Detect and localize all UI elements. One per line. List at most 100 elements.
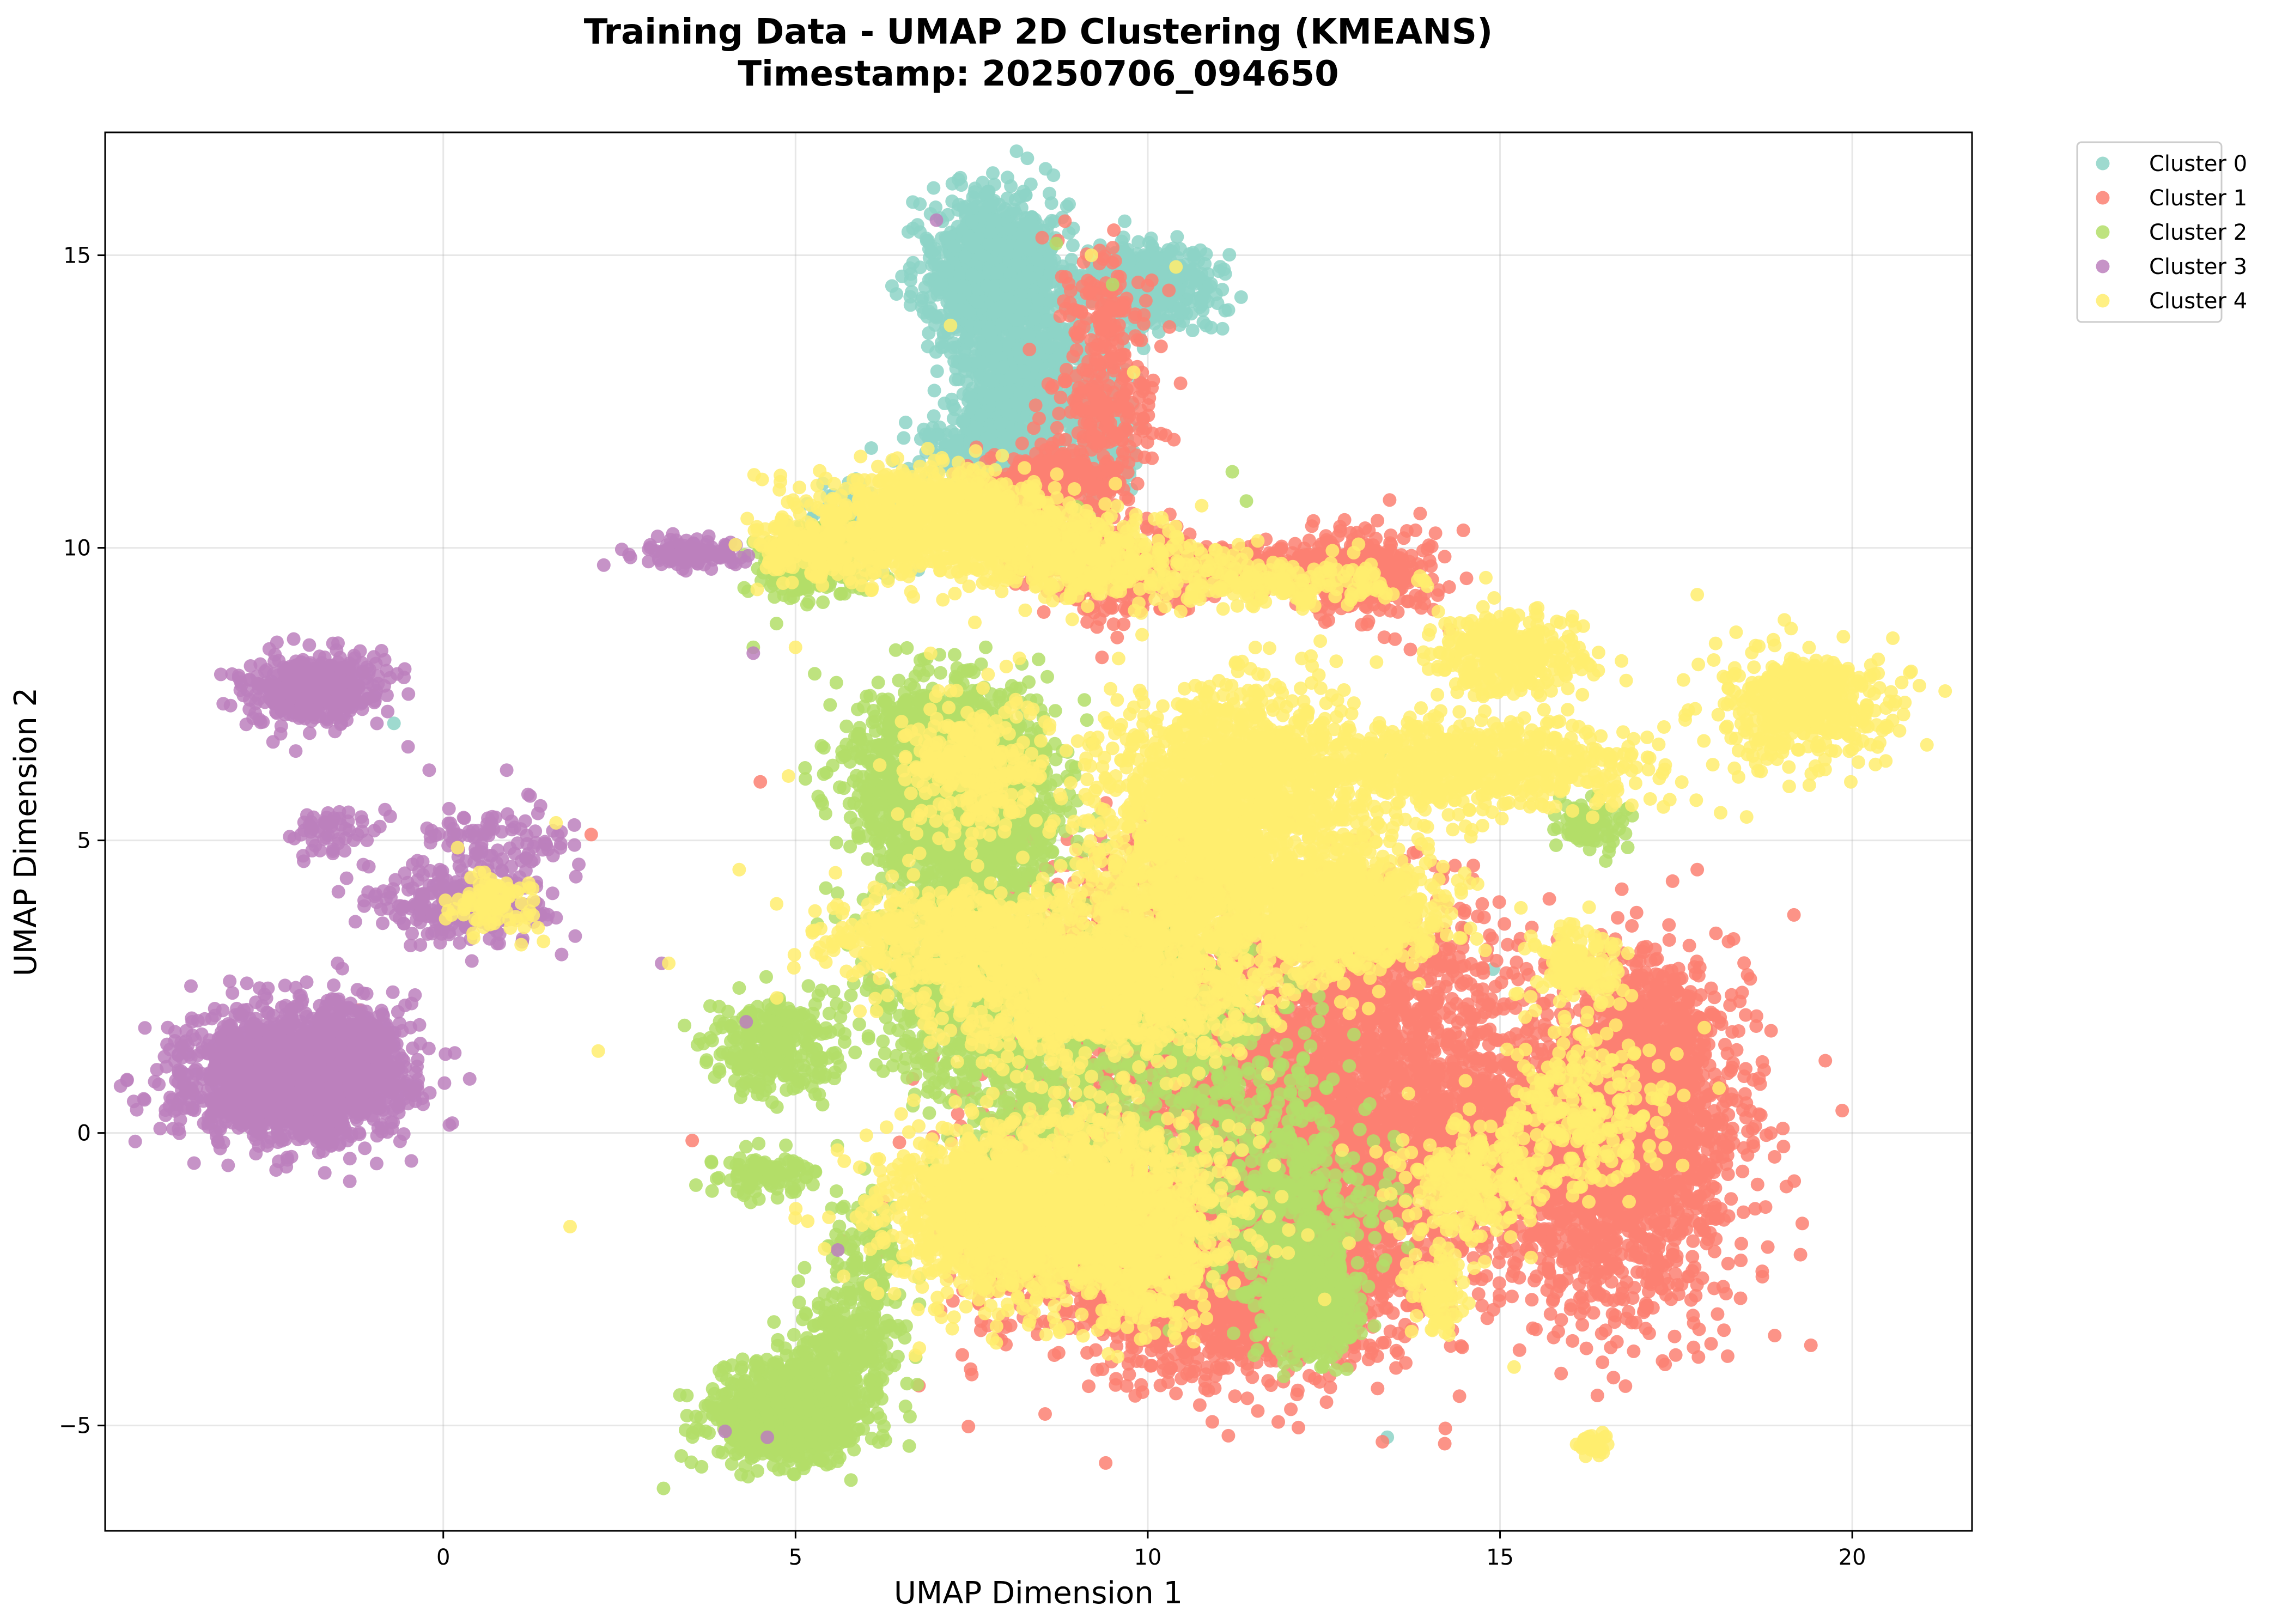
data-point bbox=[1108, 319, 1122, 333]
data-point bbox=[1186, 246, 1200, 259]
data-point bbox=[965, 268, 979, 282]
data-point bbox=[1015, 436, 1029, 450]
data-point bbox=[895, 270, 909, 283]
data-point bbox=[1052, 433, 1066, 446]
data-point bbox=[978, 343, 991, 356]
data-point bbox=[1023, 343, 1036, 356]
data-point bbox=[1040, 314, 1054, 327]
data-point bbox=[1234, 290, 1248, 304]
data-point bbox=[1009, 313, 1023, 327]
data-point bbox=[981, 279, 994, 293]
data-point bbox=[1080, 615, 1094, 629]
data-point bbox=[947, 240, 960, 253]
data-point bbox=[1103, 400, 1117, 413]
data-point bbox=[1000, 243, 1014, 257]
data-point bbox=[1131, 477, 1145, 490]
data-point bbox=[975, 409, 988, 422]
data-point bbox=[958, 250, 972, 263]
data-point bbox=[1004, 179, 1018, 193]
data-point bbox=[1043, 267, 1057, 281]
data-point bbox=[1023, 330, 1036, 343]
data-point bbox=[1131, 235, 1145, 249]
data-point bbox=[1150, 252, 1164, 265]
data-point bbox=[947, 337, 960, 350]
data-point bbox=[1099, 419, 1113, 433]
data-point bbox=[1108, 462, 1122, 476]
data-point bbox=[1391, 605, 1405, 619]
data-point bbox=[1032, 412, 1046, 425]
data-point bbox=[1092, 431, 1105, 445]
data-point bbox=[1163, 320, 1176, 334]
data-point bbox=[976, 176, 989, 190]
data-point bbox=[983, 238, 996, 251]
data-point bbox=[1053, 451, 1067, 464]
data-point bbox=[387, 716, 401, 730]
data-point bbox=[1066, 350, 1080, 363]
data-point bbox=[966, 190, 979, 204]
data-point bbox=[1075, 306, 1088, 320]
data-point bbox=[1120, 382, 1134, 396]
data-point bbox=[1413, 507, 1427, 520]
data-point bbox=[935, 336, 948, 349]
data-point bbox=[1057, 373, 1071, 386]
data-point bbox=[1209, 288, 1223, 301]
data-point bbox=[1116, 332, 1130, 345]
data-point bbox=[1218, 304, 1232, 318]
data-point bbox=[1055, 270, 1069, 283]
data-point bbox=[865, 441, 878, 455]
data-point bbox=[928, 242, 942, 256]
data-point bbox=[922, 326, 935, 340]
data-point bbox=[1174, 376, 1188, 390]
data-point bbox=[927, 181, 940, 195]
data-point bbox=[1217, 263, 1231, 276]
data-point bbox=[1204, 321, 1218, 334]
data-point bbox=[1274, 543, 1287, 557]
data-point bbox=[1068, 326, 1082, 339]
data-point bbox=[1036, 330, 1049, 344]
data-point bbox=[989, 339, 1003, 353]
data-point bbox=[1093, 281, 1107, 295]
data-point bbox=[954, 280, 967, 294]
data-point bbox=[1307, 514, 1320, 528]
data-point bbox=[1145, 239, 1159, 253]
data-point bbox=[1028, 312, 1042, 326]
data-point bbox=[1030, 253, 1044, 266]
data-point bbox=[1031, 293, 1045, 307]
data-point bbox=[1117, 617, 1130, 631]
data-point bbox=[1134, 333, 1148, 347]
data-point bbox=[1045, 381, 1058, 395]
data-point bbox=[1051, 327, 1065, 340]
data-point bbox=[1111, 429, 1124, 443]
data-point bbox=[1371, 514, 1384, 527]
data-point bbox=[1423, 554, 1437, 568]
data-point bbox=[1043, 187, 1056, 200]
data-point bbox=[999, 279, 1013, 293]
data-point bbox=[1037, 605, 1051, 619]
data-point bbox=[1017, 364, 1031, 378]
data-point bbox=[1350, 526, 1364, 539]
data-point bbox=[961, 405, 975, 419]
data-point bbox=[1373, 603, 1386, 617]
data-point bbox=[971, 295, 984, 309]
data-point bbox=[885, 279, 899, 293]
data-point bbox=[904, 298, 917, 312]
data-point bbox=[1460, 571, 1474, 585]
data-point bbox=[1422, 538, 1436, 552]
data-point bbox=[1131, 276, 1145, 289]
data-point bbox=[928, 384, 941, 397]
data-point bbox=[1322, 603, 1335, 617]
data-point bbox=[1201, 267, 1215, 281]
data-point bbox=[1050, 421, 1064, 435]
data-point bbox=[1095, 650, 1109, 664]
data-point bbox=[927, 409, 941, 423]
data-point bbox=[983, 372, 997, 386]
data-point bbox=[899, 416, 912, 429]
data-point bbox=[1139, 294, 1153, 308]
data-point bbox=[897, 431, 910, 445]
data-point bbox=[1117, 304, 1131, 318]
data-point bbox=[917, 423, 930, 436]
data-point bbox=[1010, 144, 1024, 158]
data-point bbox=[1007, 203, 1021, 216]
data-point bbox=[1039, 162, 1052, 175]
data-point bbox=[1378, 630, 1391, 644]
